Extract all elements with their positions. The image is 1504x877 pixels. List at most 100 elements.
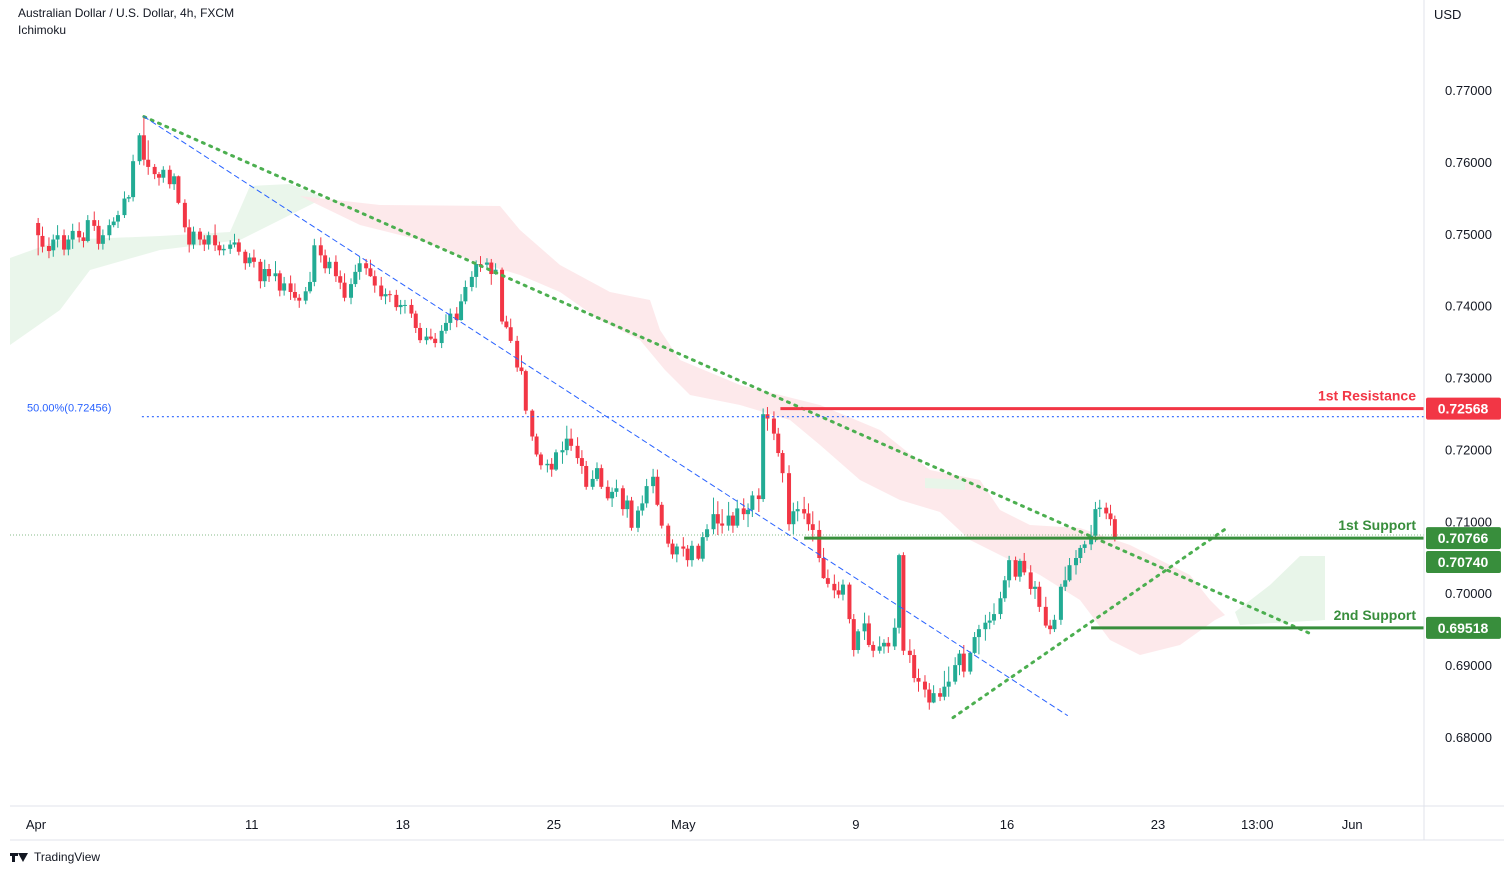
candle — [1104, 502, 1109, 520]
candle — [243, 249, 248, 270]
candle — [892, 618, 897, 651]
level-price-tag — [1426, 527, 1501, 550]
candle — [569, 428, 574, 451]
candle — [424, 327, 429, 345]
candle-body — [282, 283, 287, 291]
candle-body — [141, 135, 146, 160]
candle-body — [1022, 560, 1027, 573]
price-tick-label: 0.73000 — [1445, 371, 1492, 386]
candle-body — [685, 548, 690, 561]
candle-body — [338, 276, 343, 283]
candle-body — [715, 514, 720, 524]
candle-body — [303, 291, 308, 301]
candle-body — [409, 304, 414, 314]
candle — [1022, 552, 1027, 576]
candle-body — [871, 644, 876, 651]
candle-body — [635, 510, 640, 528]
candle — [327, 257, 332, 275]
candle-body — [197, 231, 202, 240]
candle-body — [689, 545, 694, 561]
candle-body — [217, 245, 222, 251]
candle-body — [614, 488, 619, 492]
candle — [338, 270, 343, 290]
candle — [228, 240, 233, 254]
candle-body — [418, 327, 423, 341]
candle — [700, 532, 705, 562]
candle-body — [489, 262, 494, 275]
candle-body — [70, 230, 75, 240]
level-support[interactable]: 2nd Support 0.69518 — [1091, 607, 1501, 639]
candle — [111, 217, 116, 228]
candle-body — [756, 495, 761, 500]
candle-body — [81, 237, 86, 241]
candle-body — [504, 321, 509, 328]
candle — [221, 244, 226, 256]
level-resistance[interactable]: 1st Resistance 0.72568 — [780, 388, 1501, 420]
candle — [1067, 557, 1072, 582]
candle-body — [931, 693, 936, 703]
candle — [726, 501, 731, 531]
candle-body — [987, 620, 992, 623]
candle — [564, 425, 569, 456]
candle — [176, 175, 181, 205]
candle — [459, 294, 464, 321]
candle-body — [172, 176, 177, 185]
candle — [802, 496, 807, 520]
candle-body — [433, 338, 438, 344]
candle-body — [554, 452, 559, 470]
candle — [131, 154, 136, 202]
current-price-tag[interactable]: 0.70740 — [1426, 551, 1501, 574]
candle — [372, 270, 377, 293]
candle — [92, 211, 97, 231]
candle-body — [323, 255, 328, 269]
candle — [1013, 556, 1018, 581]
candle — [720, 509, 725, 534]
candle-body — [62, 235, 67, 250]
candle — [847, 582, 852, 624]
candle — [901, 552, 906, 656]
candle-body — [590, 478, 595, 487]
candle — [277, 270, 282, 297]
candle-body — [1028, 572, 1033, 589]
candle — [236, 238, 241, 256]
candle — [992, 603, 997, 625]
candle-body — [579, 458, 584, 466]
candle-body — [1017, 560, 1022, 577]
candle — [156, 171, 161, 186]
candle — [912, 649, 917, 683]
candle-body — [968, 652, 973, 672]
candle-body — [534, 436, 539, 455]
candle-body — [519, 367, 524, 372]
candle-body — [901, 555, 906, 651]
tradingview-branding[interactable]: TradingView — [10, 850, 100, 864]
candle-body — [126, 197, 131, 199]
candle-body — [368, 268, 373, 277]
candle — [927, 683, 932, 710]
candle — [907, 639, 912, 663]
candle-body — [605, 486, 610, 499]
candle — [620, 485, 625, 516]
fib-50-label: 50.00%(0.72456) — [27, 403, 111, 415]
candle — [187, 219, 192, 253]
candle-body — [85, 220, 90, 241]
candle — [817, 520, 822, 563]
candle — [651, 468, 656, 494]
candle-body — [746, 509, 751, 515]
candle — [681, 537, 686, 557]
candle — [554, 449, 559, 472]
candle-body — [595, 468, 599, 479]
candle — [625, 495, 630, 518]
candle — [318, 237, 323, 263]
candle — [258, 258, 263, 289]
candle — [443, 314, 448, 334]
level-price-text: 0.70766 — [1438, 530, 1489, 546]
candle — [655, 469, 660, 507]
candle — [972, 632, 977, 655]
candle-body — [856, 631, 861, 651]
candle — [836, 581, 841, 599]
candle-body — [515, 340, 520, 368]
level-support[interactable]: 1st Support 0.70766 — [804, 517, 1501, 550]
candle — [877, 636, 882, 654]
candle — [938, 688, 943, 702]
